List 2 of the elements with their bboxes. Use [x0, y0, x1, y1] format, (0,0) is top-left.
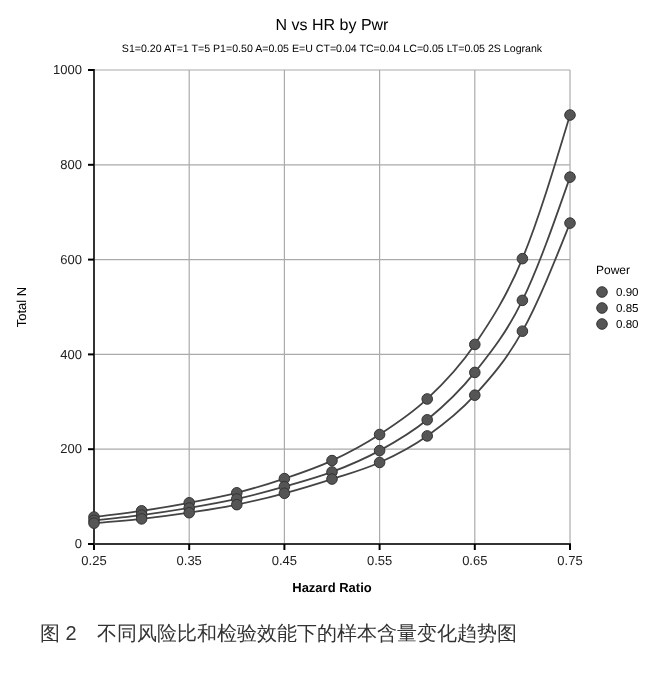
caption: 图 2 不同风险比和检验效能下的样本含量变化趋势图 [40, 622, 517, 646]
chart-title: N vs HR by Pwr [275, 16, 390, 34]
